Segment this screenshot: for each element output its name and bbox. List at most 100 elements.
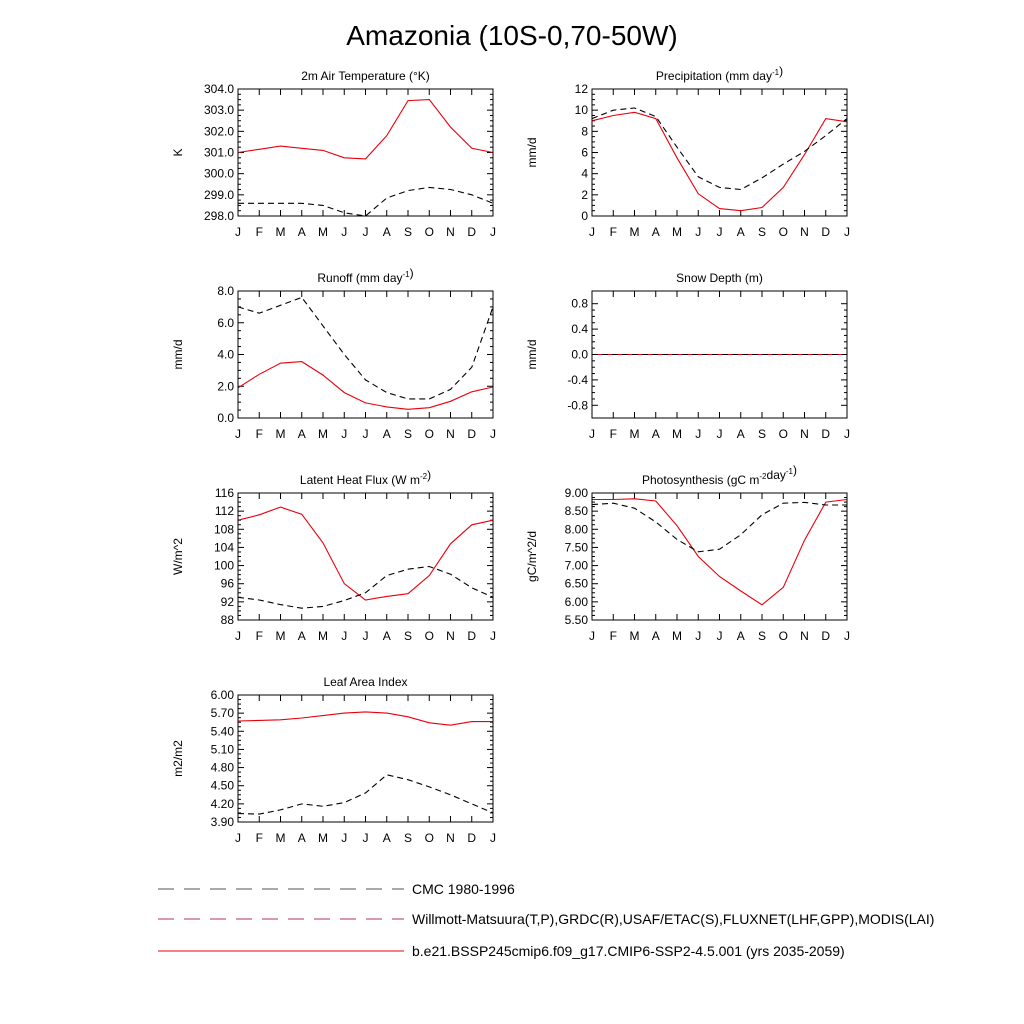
panel-title: Snow Depth (m) xyxy=(676,271,763,285)
x-tick-label: S xyxy=(758,629,766,643)
x-tick-label: J xyxy=(363,831,369,845)
y-tick-label: 7.00 xyxy=(565,559,589,573)
obs-series-line xyxy=(237,296,494,400)
y-axis-label: K xyxy=(171,148,185,156)
x-tick-label: A xyxy=(737,427,745,441)
x-tick-label: A xyxy=(298,629,306,643)
x-tick-label: M xyxy=(630,427,640,441)
y-tick-label: 116 xyxy=(215,486,234,500)
plot-frame xyxy=(591,290,848,419)
x-tick-label: D xyxy=(821,225,830,239)
x-tick-label: F xyxy=(256,427,263,441)
panel-7: Leaf Area Index m2/m2 3.90 4.20 4.50 4.80 5.10… xyxy=(171,675,496,845)
x-tick-label: N xyxy=(446,225,455,239)
y-tick-label: 100 xyxy=(214,559,234,573)
y-tick-label: 5.40 xyxy=(211,724,235,738)
x-tick-label: S xyxy=(404,831,412,845)
model-series-line xyxy=(237,711,493,726)
x-tick-label: A xyxy=(383,629,391,643)
y-tick-label: 4.80 xyxy=(211,761,235,775)
y-tick-label: 0.0 xyxy=(217,411,234,425)
panel-title: 2m Air Temperature (°K) xyxy=(301,69,430,83)
x-tick-label: A xyxy=(383,427,391,441)
y-axis-label: mm/d xyxy=(171,340,185,370)
y-tick-label: 5.50 xyxy=(565,613,589,627)
x-tick-label: J xyxy=(235,225,241,239)
legend-label: Willmott-Matsuura(T,P),GRDC(R),USAF/ETAC… xyxy=(412,911,934,927)
y-tick-label: 10 xyxy=(575,103,589,117)
x-tick-label: J xyxy=(363,629,369,643)
x-tick-label: M xyxy=(318,225,328,239)
model-series-line xyxy=(237,99,494,160)
x-tick-label: M xyxy=(276,629,286,643)
y-tick-label: 299.0 xyxy=(204,188,234,202)
panels: 2m Air Temperature (°K) K 298.0 299.0 300.0 3… xyxy=(171,64,850,845)
y-tick-label: 6.00 xyxy=(211,688,235,702)
x-tick-label: J xyxy=(695,427,701,441)
obs-series-line xyxy=(238,186,494,217)
x-tick-label: M xyxy=(630,629,640,643)
x-tick-label: M xyxy=(276,225,286,239)
x-tick-label: D xyxy=(467,629,476,643)
panel-title: Photosynthesis (gC m-2day-1) xyxy=(642,463,797,487)
x-tick-label: S xyxy=(404,629,412,643)
y-axis-label: m2/m2 xyxy=(171,740,185,777)
legend-entry: Willmott-Matsuura(T,P),GRDC(R),USAF/ETAC… xyxy=(158,911,934,927)
panel-4: Snow Depth (m)mm/d-0.8-0.40.00.40.8J F M A M… xyxy=(525,271,850,441)
plot-frame xyxy=(237,694,494,823)
x-tick-label: J xyxy=(490,831,496,845)
panel-title: Latent Heat Flux (W m-2) xyxy=(300,468,431,487)
x-tick-label: J xyxy=(717,629,723,643)
y-axis-label: W/m^2 xyxy=(171,538,185,575)
x-tick-label: F xyxy=(610,629,617,643)
x-tick-label: A xyxy=(383,225,391,239)
x-tick-label: D xyxy=(821,629,830,643)
y-axis-label: gC/m^2/d xyxy=(525,531,539,582)
y-tick-label: 4 xyxy=(581,167,588,181)
plot-frame xyxy=(591,88,848,217)
x-tick-label: M xyxy=(318,427,328,441)
y-tick-label: 8 xyxy=(581,124,588,138)
y-tick-label: 112 xyxy=(215,504,234,518)
x-tick-label: A xyxy=(298,225,306,239)
panel-1: 2m Air Temperature (°K) K 298.0 299.0 300.0 3… xyxy=(171,69,496,239)
y-tick-label: 2.0 xyxy=(217,379,234,393)
y-tick-label: 4.50 xyxy=(211,779,235,793)
x-tick-label: O xyxy=(779,225,788,239)
x-tick-label: J xyxy=(235,831,241,845)
x-tick-label: J xyxy=(490,427,496,441)
x-tick-label: J xyxy=(695,225,701,239)
x-tick-label: D xyxy=(467,831,476,845)
x-tick-label: A xyxy=(298,831,306,845)
x-tick-label: A xyxy=(383,831,391,845)
y-tick-label: 108 xyxy=(214,522,234,536)
x-tick-label: F xyxy=(256,629,263,643)
y-tick-label: 298.0 xyxy=(204,209,234,223)
x-tick-label: O xyxy=(425,629,434,643)
y-tick-label: 12 xyxy=(575,82,589,96)
plot-frame xyxy=(591,492,848,621)
x-tick-label: J xyxy=(490,225,496,239)
x-tick-label: D xyxy=(467,427,476,441)
y-tick-label: 96 xyxy=(221,577,235,591)
x-tick-label: J xyxy=(235,629,241,643)
y-tick-label: 9.00 xyxy=(565,486,589,500)
y-axis-label: mm/d xyxy=(525,138,539,168)
x-tick-label: O xyxy=(425,225,434,239)
x-tick-label: J xyxy=(589,427,595,441)
x-tick-label: J xyxy=(844,427,850,441)
panel-title: Runoff (mm day-1) xyxy=(317,266,413,285)
y-tick-label: 301.0 xyxy=(204,146,234,160)
panel-3: Runoff (mm day-1)mm/d0.02.04.06.08.0J F M A… xyxy=(171,266,496,441)
x-tick-label: N xyxy=(800,629,809,643)
legend-label: CMC 1980-1996 xyxy=(412,881,515,897)
x-tick-label: S xyxy=(404,427,412,441)
x-tick-label: J xyxy=(717,225,723,239)
x-tick-label: J xyxy=(589,225,595,239)
y-tick-label: 5.70 xyxy=(211,706,235,720)
x-tick-label: N xyxy=(446,831,455,845)
panel-title: Leaf Area Index xyxy=(323,675,407,689)
x-tick-label: M xyxy=(318,831,328,845)
y-tick-label: 8.0 xyxy=(217,284,234,298)
